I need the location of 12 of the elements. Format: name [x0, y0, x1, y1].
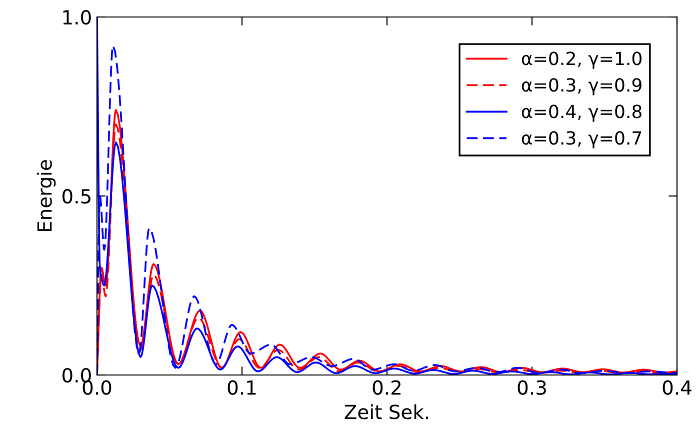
legend-label: α=0.2, γ=1.0: [522, 52, 642, 69]
x-tick-label: 0.4: [662, 380, 692, 395]
y-tick-label: 1.0: [63, 10, 91, 25]
y-tick-label: 0.5: [62, 188, 90, 204]
x-tick-label: 0.2: [372, 380, 401, 395]
legend-label: α=0.3, γ=0.7: [522, 131, 642, 148]
x-axis-title: Zeit Sek.: [344, 404, 428, 420]
legend-label: α=0.3, γ=0.9: [522, 78, 642, 96]
legend-label: α=0.4, γ=0.8: [522, 104, 642, 122]
x-tick-label: 0.3: [518, 380, 546, 395]
y-axis-title: Energie: [36, 160, 56, 232]
x-tick-label: 0.1: [228, 380, 256, 395]
